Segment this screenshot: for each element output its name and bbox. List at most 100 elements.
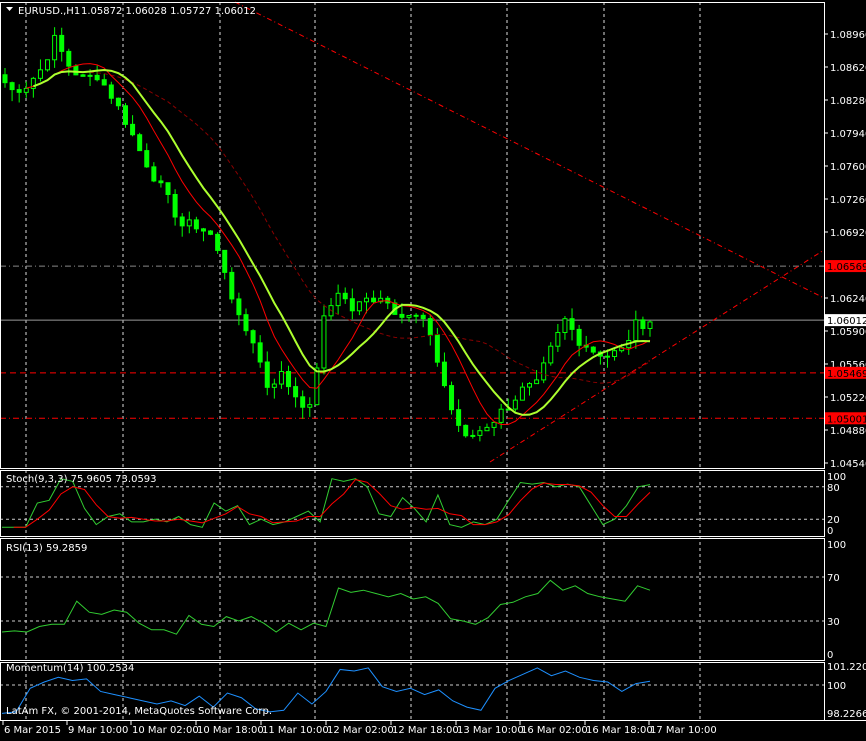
candle-body [604,355,610,358]
price-label-box [825,260,866,273]
candle-body [399,313,405,318]
candle-body [434,334,440,363]
candle-body [491,421,497,428]
candle-body [456,409,462,426]
indicator-tick: 80 [827,483,840,494]
candle-body [498,408,504,423]
trendline[interactable] [234,1,825,299]
indicator-tick: 30 [827,617,840,628]
candle-body [647,321,653,329]
price-tick: 1.08960 [830,30,866,41]
candle-body [222,249,228,273]
time-tick: 17 Mar 10:00 [650,725,717,736]
price-label-box [825,412,866,425]
ma-slow-line[interactable] [75,71,651,384]
candle-body [137,134,143,152]
candle-body [16,89,22,93]
candle-body [342,292,348,300]
time-tick: 10 Mar 02:00 [132,725,199,736]
ma-mid-line[interactable] [26,63,651,425]
candle-body [87,74,93,77]
candle-body [52,34,58,61]
candle-body [555,331,561,347]
candle-body [378,297,384,303]
candle-body [264,361,270,388]
price-panel[interactable] [0,1,825,463]
time-tick: 6 Mar 2015 [4,725,61,736]
candle-body [413,314,419,317]
candle-body [441,361,447,387]
candle-body [286,370,292,388]
signal-line[interactable] [13,479,651,528]
time-tick: 12 Mar 02:00 [327,725,394,736]
candle-body [37,69,43,79]
candle-body [548,345,554,364]
indicator-panels[interactable] [0,478,824,714]
price-tick: 1.05560 [830,360,866,371]
candle-body [307,404,313,408]
candle-body [94,74,100,81]
candle-body [115,97,121,107]
candle-body [640,319,646,329]
time-tick: 16 Mar 18:00 [586,725,653,736]
candle-body [271,383,277,388]
candle-body [484,426,490,432]
price-tick: 1.04540 [830,459,866,470]
candle-body [633,319,639,342]
price-tick: 1.08620 [830,63,866,74]
price-label-box [825,366,866,379]
candle-body [527,383,533,388]
price-tick: 1.06240 [830,294,866,305]
indicator-line[interactable] [1,579,651,635]
candle-body [250,330,256,344]
time-tick: 10 Mar 18:00 [197,725,264,736]
panel-frame [0,470,825,537]
momentum-title: Momentum(14) 100.2534 [6,663,134,674]
ohlc-label: 1.05872 1.06028 1.05727 1.06012 [81,6,256,17]
candle-body [278,370,284,385]
candle-body [512,399,518,410]
rsi-title: RSI(13) 59.2859 [6,543,87,554]
candle-body [335,292,341,307]
candle-body [144,150,150,168]
price-label-box [825,314,866,327]
price-level-label: 1.06569 [827,262,866,273]
indicator-line[interactable] [2,478,651,528]
time-tick: 12 Mar 18:00 [392,725,459,736]
indicator-tick: 70 [827,573,840,584]
axes: 1.08960 1.08620 1.08280 1.07940 1.07600 1.072… [2,30,866,736]
candle-body [463,424,469,437]
indicator-tick: 98.2266 [827,709,866,720]
price-tick: 1.06920 [830,228,866,239]
candle-body [9,82,15,91]
candle-body [23,87,29,93]
indicator-tick: 0 [827,650,833,661]
candle-body [229,271,235,300]
header: EURUSD.,H1 1.05872 1.06028 1.05727 1.060… [6,6,256,17]
candle-body [534,379,540,385]
candle-body [66,50,72,67]
candle-body [73,65,79,76]
candle-body [130,123,136,136]
dropdown-triangle-icon[interactable] [6,7,13,11]
indicator-tick: 20 [827,515,840,526]
copyright-label: LatAm FX, © 2001-2014, MetaQuotes Softwa… [6,706,272,717]
candle-body [215,233,221,251]
candle-body [172,193,178,218]
candle-body [576,328,582,346]
indicator-tick: 100 [827,472,846,483]
indicator-line[interactable] [1,667,651,714]
candle-body [59,34,65,52]
time-tick: 9 Mar 10:00 [68,725,128,736]
candle-body [519,386,525,401]
stoch-title: Stoch(9,3,3) 75.9605 73.0593 [6,474,157,485]
trendline[interactable] [489,249,825,463]
candle-body [101,79,107,86]
candle-body [427,318,433,336]
candle-body [477,430,483,436]
candle-body [371,297,377,303]
candle-body [363,297,369,303]
candle-body [590,346,596,353]
ma-fast-line[interactable] [32,69,651,416]
